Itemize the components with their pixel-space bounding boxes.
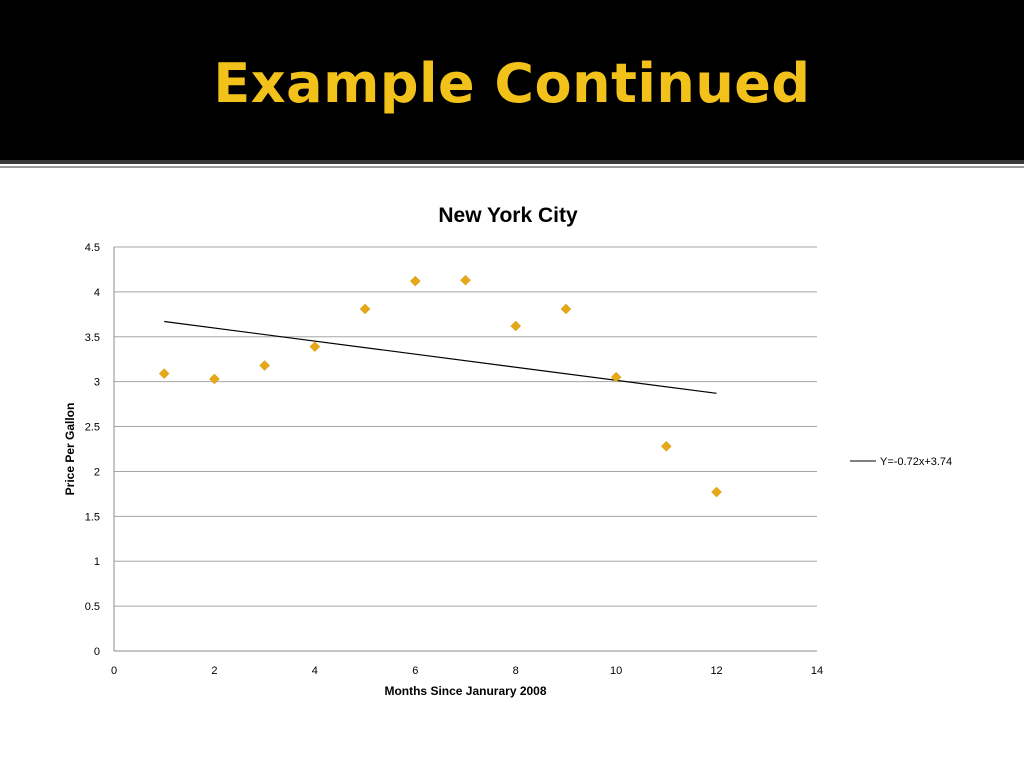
y-tick-label: 3 [94, 377, 100, 389]
data-point [359, 303, 371, 315]
data-point [460, 274, 471, 286]
y-tick-label: 0 [94, 646, 100, 658]
trendline [164, 320, 717, 394]
data-point [711, 486, 722, 498]
data-point [309, 341, 321, 353]
y-axis-ticks: 0 0.5 1 1.5 2 2.5 3 3.5 4 4.5 [85, 242, 100, 658]
y-axis-title: Price Per Gallon [63, 403, 77, 496]
x-axis-title: Months Since Janurary 2008 [384, 684, 546, 698]
x-tick-label: 10 [610, 665, 622, 677]
y-tick-label: 4 [94, 287, 100, 299]
slide-title: Example Continued [213, 52, 811, 115]
y-tick-label: 1 [94, 556, 100, 568]
axes [113, 247, 817, 652]
data-point [259, 360, 270, 371]
data-point [158, 368, 170, 379]
x-tick-label: 14 [811, 665, 823, 677]
header-divider [0, 160, 1024, 164]
data-point [409, 275, 421, 287]
data-point [610, 371, 622, 383]
y-tick-label: 0.5 [85, 601, 100, 613]
gridlines [114, 246, 817, 607]
x-tick-label: 6 [412, 665, 418, 677]
x-tick-label: 4 [312, 665, 318, 677]
legend-label: Y=-0.72x+3.74 [880, 456, 952, 468]
x-tick-label: 2 [211, 665, 217, 677]
data-points [158, 274, 722, 498]
header-divider-thin [0, 166, 1024, 168]
chart-title: New York City [438, 204, 578, 227]
y-tick-label: 2.5 [85, 422, 100, 434]
y-tick-label: 3.5 [85, 332, 100, 344]
x-tick-label: 12 [710, 665, 722, 677]
data-point [510, 320, 522, 332]
data-point [560, 303, 572, 315]
data-point [209, 373, 220, 385]
y-tick-label: 4.5 [85, 242, 100, 254]
y-tick-label: 1.5 [85, 511, 100, 523]
x-axis-ticks: 0 2 4 6 8 10 12 14 [111, 665, 823, 677]
data-point [661, 440, 672, 452]
legend: Y=-0.72x+3.74 [850, 456, 952, 468]
x-tick-label: 0 [111, 665, 117, 677]
x-tick-label: 8 [513, 665, 519, 677]
y-tick-label: 2 [94, 466, 100, 478]
slide-header [0, 0, 1024, 160]
